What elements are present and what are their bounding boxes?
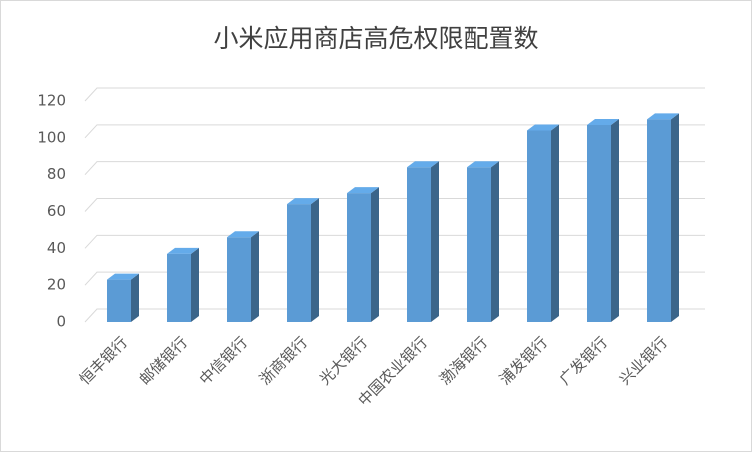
bar-side xyxy=(431,161,439,322)
bar-front xyxy=(647,119,671,323)
grid-line xyxy=(84,234,705,249)
y-tick-label: 60 xyxy=(47,202,66,220)
bar-top xyxy=(467,161,499,168)
bar-side xyxy=(251,231,259,322)
bar xyxy=(407,161,439,322)
bar-top xyxy=(527,124,559,131)
bar-top xyxy=(587,118,619,125)
y-tick-label: 80 xyxy=(47,165,66,183)
bar-top xyxy=(227,231,259,238)
y-tick-label: 120 xyxy=(37,92,66,110)
bar-front xyxy=(527,130,551,322)
grid-line xyxy=(84,87,705,102)
bar-front xyxy=(227,237,251,322)
bar xyxy=(587,118,619,322)
bar-side xyxy=(551,124,559,322)
bar xyxy=(467,161,499,322)
bar-front xyxy=(167,253,191,322)
bar xyxy=(227,231,259,322)
bar-top xyxy=(287,198,319,205)
bar-front xyxy=(407,167,431,322)
y-tick-label: 0 xyxy=(56,313,66,331)
bar-side xyxy=(311,198,319,322)
bar-top xyxy=(347,187,379,194)
bar-side xyxy=(611,118,619,322)
bar xyxy=(107,273,139,322)
bar-front xyxy=(347,193,371,322)
bar-side xyxy=(371,187,379,322)
bar-side xyxy=(191,247,199,322)
bar xyxy=(287,198,319,322)
grid-line xyxy=(84,124,705,139)
bar-front xyxy=(587,124,611,322)
bar-top xyxy=(167,247,199,254)
chart-title: 小米应用商店高危权限配置数 xyxy=(213,24,538,53)
bar-top xyxy=(647,113,679,120)
grid-line xyxy=(84,198,705,212)
y-tick-label: 20 xyxy=(47,276,66,294)
bar xyxy=(167,247,199,322)
bar-top xyxy=(407,161,439,168)
y-tick-label: 100 xyxy=(37,128,66,146)
bar-side xyxy=(671,113,679,323)
bar-side xyxy=(131,273,139,322)
bar xyxy=(527,124,559,322)
y-tick-label: 40 xyxy=(47,239,66,257)
bar-side xyxy=(491,161,499,322)
bar xyxy=(647,113,679,323)
bar xyxy=(347,187,379,322)
bar-front xyxy=(467,167,491,322)
grid-line xyxy=(84,271,705,286)
grid-line xyxy=(84,161,705,176)
bar-front xyxy=(107,279,131,322)
bar-front xyxy=(287,204,311,322)
bar-top xyxy=(107,273,139,280)
grid-line xyxy=(84,308,705,323)
